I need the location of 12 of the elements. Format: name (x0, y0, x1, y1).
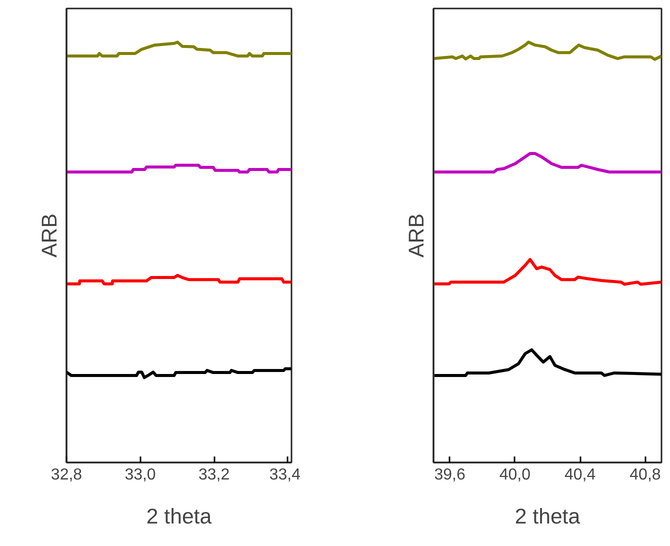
x-tick-label: 40,0 (499, 466, 531, 484)
x-tick-label: 33,0 (124, 466, 156, 484)
x-tick-label: 33,2 (198, 466, 230, 484)
x-tick-label: 39,6 (434, 466, 466, 484)
x-axis-title: 2 theta (146, 504, 212, 528)
x-tick-label: 40,8 (630, 466, 661, 484)
y-axis-title: ARB (404, 214, 428, 258)
x-tick-label: 32,8 (50, 466, 82, 484)
x-tick-label: 33,4 (269, 466, 301, 484)
y-axis-title: ARB (38, 214, 62, 258)
x-axis-title: 2 theta (514, 504, 580, 528)
x-tick-label: 40,4 (564, 466, 596, 484)
